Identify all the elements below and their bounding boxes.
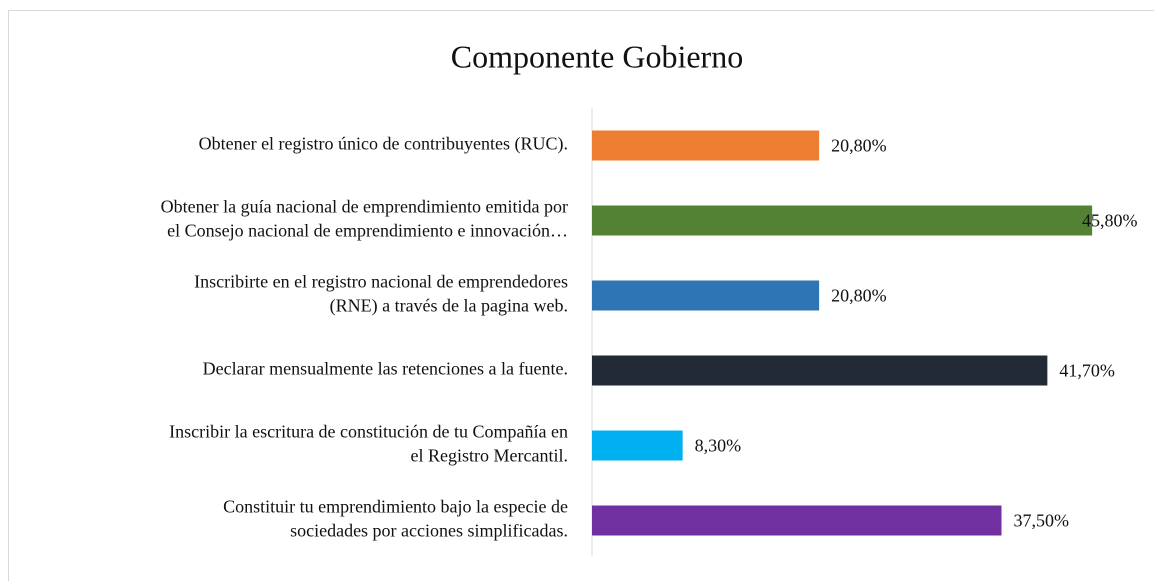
category-label: Constituir tu emprendimiento bajo la esp… — [223, 497, 568, 517]
category-label: Inscribir la escritura de constitución d… — [169, 422, 568, 442]
bar — [592, 280, 820, 311]
category-label: Obtener la guía nacional de emprendimien… — [161, 197, 568, 217]
category-label: (RNE) a través de la pagina web. — [330, 296, 568, 317]
category-label: sociedades por acciones simplificadas. — [290, 521, 568, 541]
bar — [592, 430, 683, 461]
data-label: 41,70% — [1059, 361, 1115, 381]
category-label: el Consejo nacional de emprendimiento e … — [167, 221, 568, 241]
data-label: 45,80% — [1082, 211, 1138, 231]
bar — [592, 355, 1048, 386]
category-label: el Registro Mercantil. — [411, 446, 568, 466]
category-label: Obtener el registro único de contribuyen… — [199, 134, 568, 155]
bar — [592, 205, 1093, 236]
data-label: 20,80% — [831, 136, 887, 156]
data-label: 37,50% — [1014, 511, 1070, 531]
bar — [592, 130, 820, 161]
chart-frame — [8, 10, 1154, 581]
data-label: 8,30% — [695, 436, 742, 456]
data-label: 20,80% — [831, 286, 887, 306]
chart-title: Componente Gobierno — [451, 38, 743, 74]
category-label: Declarar mensualmente las retenciones a … — [203, 359, 568, 379]
bar — [592, 505, 1002, 536]
category-label: Inscribirte en el registro nacional de e… — [194, 272, 568, 292]
